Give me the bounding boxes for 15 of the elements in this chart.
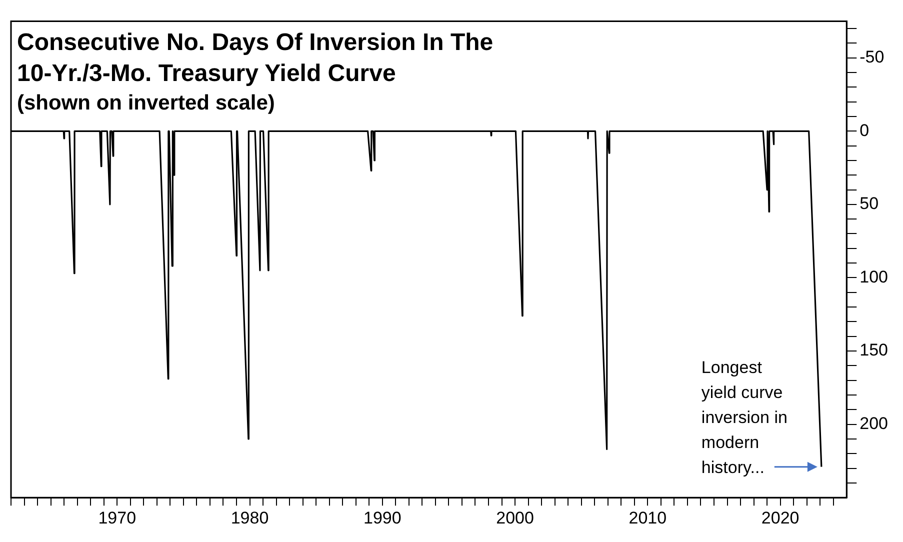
- y-tick-label: -50: [860, 48, 884, 67]
- x-tick-label: 2010: [628, 508, 667, 528]
- x-tick-label: 2000: [496, 508, 534, 528]
- text: (shown on inverted scale): [17, 91, 275, 114]
- y-tick-label: 50: [860, 194, 879, 214]
- x-tick-label: 1990: [363, 508, 402, 528]
- y-tick-label: 150: [860, 340, 888, 360]
- y-tick-label: 0: [860, 120, 870, 140]
- annotation: Longest yield curve inversion in modern history...: [701, 358, 788, 477]
- x-tick-label: 2020: [761, 508, 800, 528]
- text: Consecutive No. Days Of Inversion In The 10-Yr./3-Mo. Treasury Yield Curve: [17, 28, 494, 87]
- y-tick-label: 100: [860, 267, 888, 286]
- y-tick-label: 200: [860, 414, 888, 433]
- x-tick-label: 1970: [98, 508, 136, 528]
- x-tick-label: 1980: [230, 508, 269, 528]
